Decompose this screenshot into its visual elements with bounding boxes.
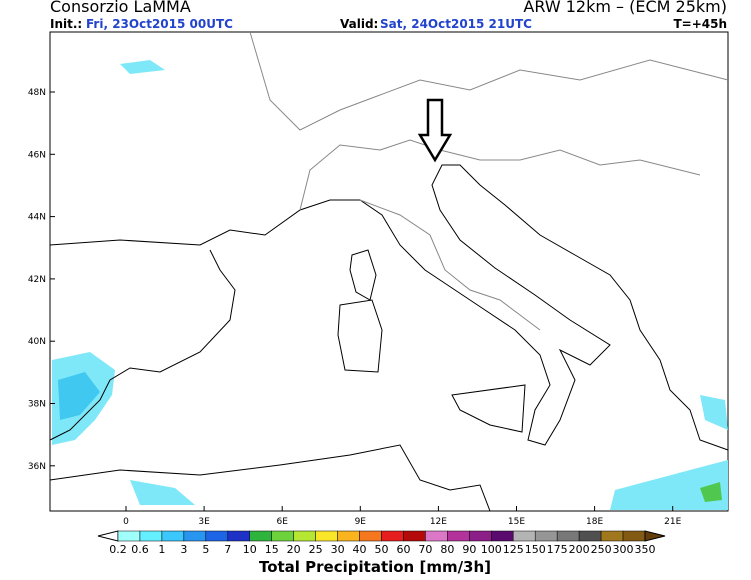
map-area xyxy=(49,31,729,512)
init-label: Init.: xyxy=(50,17,82,31)
lon-label: 18E xyxy=(586,517,603,527)
colorbar-segment xyxy=(183,530,207,542)
map-frame xyxy=(49,31,729,512)
colorbar-segment xyxy=(139,530,163,542)
colorbar-segment xyxy=(578,530,602,542)
colorbar-segment xyxy=(227,530,251,542)
colorbar-label: 350 xyxy=(635,543,656,556)
colorbar-segment xyxy=(534,530,558,542)
colorbar-label: 10 xyxy=(243,543,257,556)
colorbar-label: 3 xyxy=(180,543,187,556)
border xyxy=(249,31,729,131)
colorbar-segment xyxy=(491,530,514,542)
precip-area xyxy=(700,482,722,502)
colorbar-segment xyxy=(381,530,404,542)
lat-label: 46N xyxy=(28,150,46,160)
colorbar-label: 90 xyxy=(462,543,476,556)
colorbar-label: 200 xyxy=(569,543,590,556)
title: Consorzio LaMMA xyxy=(50,0,191,16)
colorbar-title: Total Precipitation [mm/3h] xyxy=(259,558,491,576)
island xyxy=(451,384,526,433)
colorbar-segment xyxy=(600,530,624,542)
valid-label: Valid: xyxy=(340,17,378,31)
colorbar-segment xyxy=(556,530,580,542)
precip-area xyxy=(610,460,728,510)
lon-label: 6E xyxy=(276,517,288,527)
colorbar-label: 0.2 xyxy=(109,543,127,556)
precip-area xyxy=(120,60,165,74)
colorbar-segment xyxy=(359,530,382,542)
colorbar-segment xyxy=(447,530,470,542)
lon-label: 21E xyxy=(664,517,681,527)
colorbar-segment xyxy=(337,530,360,542)
colorbar-segment xyxy=(403,530,426,542)
coastline xyxy=(49,164,729,451)
init-value: Fri, 23Oct2015 00UTC xyxy=(86,17,233,31)
colorbar-segment xyxy=(425,530,448,542)
colorbar-label: 20 xyxy=(287,543,301,556)
lat-label: 36N xyxy=(28,462,46,472)
coastline xyxy=(49,444,491,512)
colorbar-label: 125 xyxy=(503,543,524,556)
lat-label: 48N xyxy=(28,88,46,98)
colorbar-label: 7 xyxy=(224,543,231,556)
colorbar-label: 30 xyxy=(331,543,345,556)
colorbar-label: 80 xyxy=(440,543,454,556)
colorbar-end xyxy=(97,530,119,542)
colorbar-label: 1 xyxy=(158,543,165,556)
lon-label: 0 xyxy=(123,517,129,527)
precip-area xyxy=(130,480,195,505)
colorbar: 0.2 0.6 1 3 5 7 10 15 20 25 30 40 50 60 70 80 90 100 125 15… xyxy=(97,530,666,556)
colorbar-label: 70 xyxy=(418,543,432,556)
precip-area xyxy=(58,372,100,420)
colorbar-label: 50 xyxy=(375,543,389,556)
lon-label: 9E xyxy=(355,517,367,527)
colorbar-segment xyxy=(315,530,338,542)
island xyxy=(337,299,383,373)
colorbar-end xyxy=(644,530,666,542)
colorbar-label: 300 xyxy=(613,543,634,556)
colorbar-label: 150 xyxy=(525,543,546,556)
colorbar-label: 175 xyxy=(547,543,568,556)
lon-label: 3E xyxy=(198,517,210,527)
colorbar-label: 5 xyxy=(202,543,209,556)
colorbar-segment xyxy=(469,530,492,542)
valid-value: Sat, 24Oct2015 21UTC xyxy=(380,17,532,31)
border xyxy=(359,199,541,331)
colorbar-label: 0.6 xyxy=(131,543,149,556)
colorbar-segment xyxy=(271,530,294,542)
colorbar-label: 15 xyxy=(265,543,279,556)
model: ARW 12km – (ECM 25km) xyxy=(523,0,727,16)
lead-time: T=+45h xyxy=(673,17,727,31)
colorbar-segment xyxy=(293,530,316,542)
arrow xyxy=(417,98,453,163)
colorbar-segment xyxy=(249,530,272,542)
colorbar-segment xyxy=(161,530,185,542)
precip-area xyxy=(700,395,728,430)
colorbar-segment xyxy=(117,530,141,542)
colorbar-label: 25 xyxy=(309,543,323,556)
lon-label: 15E xyxy=(508,517,525,527)
colorbar-segment xyxy=(622,530,646,542)
colorbar-label: 60 xyxy=(396,543,410,556)
colorbar-label: 250 xyxy=(591,543,612,556)
lon-label: 12E xyxy=(430,517,447,527)
coastline xyxy=(49,249,236,441)
colorbar-label: 40 xyxy=(353,543,367,556)
lat-label: 44N xyxy=(28,213,46,223)
lat-label: 40N xyxy=(28,337,46,347)
colorbar-segment xyxy=(513,530,536,542)
colorbar-segment xyxy=(205,530,229,542)
lat-label: 42N xyxy=(28,275,46,285)
colorbar-label: 100 xyxy=(481,543,502,556)
border xyxy=(299,139,701,211)
lat-label: 38N xyxy=(28,400,46,410)
axes: 48N 46N 44N 42N 40N 38N 36N 0 3E 6E 9E 12E 15E 18E 21E xyxy=(28,88,682,527)
